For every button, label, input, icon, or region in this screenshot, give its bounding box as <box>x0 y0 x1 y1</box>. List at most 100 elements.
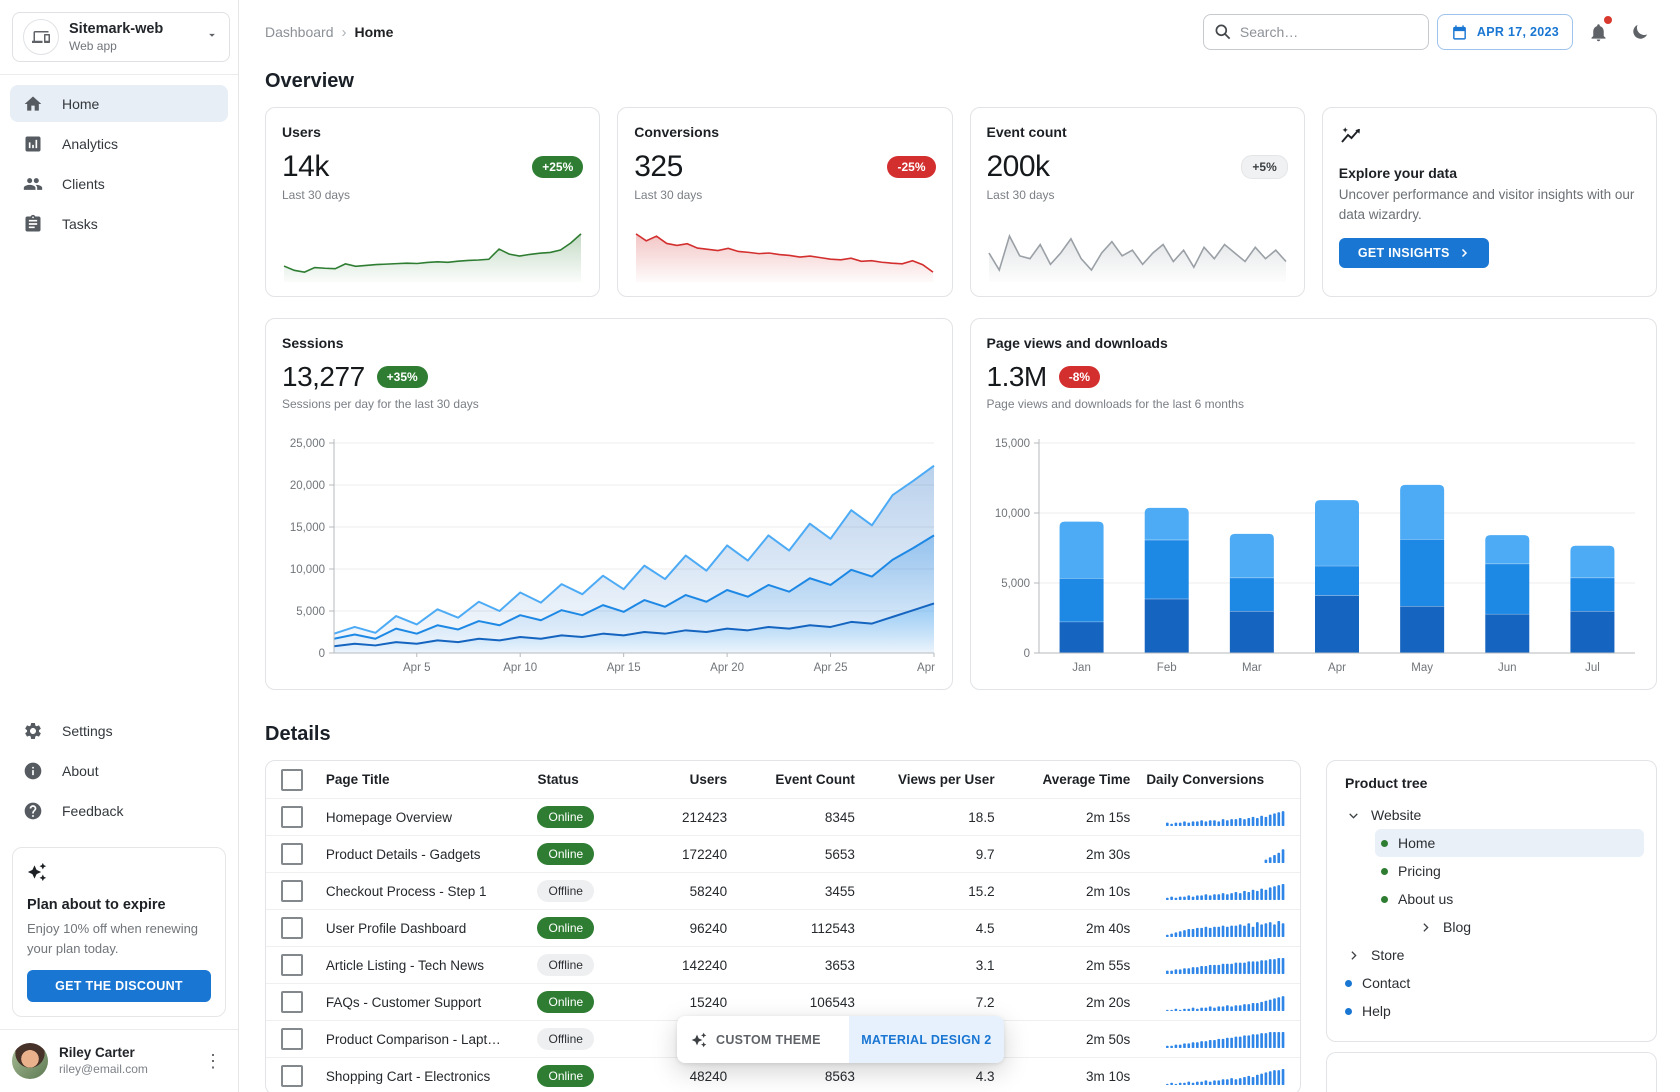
overview-heading: Overview <box>265 70 354 92</box>
row-checkbox[interactable] <box>280 917 303 939</box>
svg-text:10,000: 10,000 <box>290 564 325 576</box>
tree-item-home[interactable]: Home <box>1375 829 1644 857</box>
divider <box>0 74 238 75</box>
sidebar-item-feedback[interactable]: Feedback <box>10 792 228 829</box>
page-title-cell: Shopping Cart - Electronics <box>325 1068 491 1084</box>
workspace-name: Sitemark-web <box>69 21 164 38</box>
users-cell: 15240 <box>689 994 728 1010</box>
svg-text:5,000: 5,000 <box>1001 578 1030 590</box>
row-checkbox[interactable] <box>280 954 303 976</box>
get-insights-button[interactable]: GET INSIGHTS <box>1338 237 1489 268</box>
tree-dot-icon <box>1345 979 1352 987</box>
row-checkbox[interactable] <box>280 991 303 1013</box>
product-tree-title: Product tree <box>1345 775 1428 791</box>
row-checkbox[interactable] <box>280 880 303 902</box>
views-per-user-cell: 4.3 <box>975 1068 995 1084</box>
stat-value: 14k <box>282 150 329 183</box>
material-design-2-option[interactable]: MATERIAL DESIGN 2 <box>848 1016 1004 1063</box>
page-title-cell: FAQs - Customer Support <box>325 994 482 1010</box>
tree-item-website[interactable]: Website <box>1339 801 1644 829</box>
column-header[interactable]: Page Title <box>325 772 390 787</box>
breadcrumb: Dashboard › Home <box>265 24 393 41</box>
sidebar-item-home[interactable]: Home <box>10 85 228 122</box>
dark-mode-toggle[interactable] <box>1623 15 1657 49</box>
sidebar-item-clients[interactable]: Clients <box>10 165 228 202</box>
svg-text:0: 0 <box>1023 648 1029 660</box>
svg-text:20,000: 20,000 <box>290 480 325 492</box>
workspace-selector[interactable]: Sitemark-web Web app <box>12 12 230 62</box>
svg-text:Apr: Apr <box>1328 662 1346 674</box>
row-checkbox[interactable] <box>280 1065 303 1087</box>
tree-item-help[interactable]: Help <box>1339 997 1644 1025</box>
sidebar-item-label: Tasks <box>62 215 98 232</box>
svg-text:Apr 25: Apr 25 <box>814 662 848 674</box>
explore-description: Uncover performance and visitor insights… <box>1338 187 1635 223</box>
calendar-icon <box>1451 24 1468 41</box>
sidebar-nav: Home Analytics Clients Tasks <box>0 75 238 242</box>
sidebar-item-settings[interactable]: Settings <box>10 712 228 749</box>
topbar: Dashboard › Home APR 17, 2023 <box>265 14 1657 50</box>
user-profile: Riley Carter riley@email.com ⋮ <box>0 1029 238 1092</box>
chevron-right-icon <box>1461 248 1467 257</box>
tree-item-pricing[interactable]: Pricing <box>1375 857 1644 885</box>
date-picker-button[interactable]: APR 17, 2023 <box>1436 14 1573 50</box>
get-insights-label: GET INSIGHTS <box>1357 245 1450 260</box>
event-count-cell: 5653 <box>824 846 855 862</box>
tasks-icon <box>23 214 43 234</box>
column-header[interactable]: Users <box>689 772 728 787</box>
row-checkbox[interactable] <box>280 1028 303 1050</box>
breadcrumb-dashboard[interactable]: Dashboard <box>265 24 334 40</box>
pageviews-caption: Page views and downloads for the last 6 … <box>986 397 1244 411</box>
column-header[interactable]: Status <box>537 772 579 787</box>
chevron-right-icon <box>1417 919 1433 935</box>
event-count-stat-card[interactable]: Event count 200k +5% Last 30 days <box>969 107 1305 297</box>
table-row: User Profile Dashboard Online 96240 112543 4… <box>266 909 1300 946</box>
daily-conversions-sparkline <box>1138 956 1300 974</box>
conversions-stat-card[interactable]: Conversions 325 -25% Last 30 days <box>617 107 953 297</box>
page-title-cell: Checkout Process - Step 1 <box>325 883 487 899</box>
search-input[interactable] <box>1202 14 1429 50</box>
status-badge: Offline <box>537 954 594 976</box>
sessions-caption: Sessions per day for the last 30 days <box>282 397 479 411</box>
profile-menu-icon[interactable]: ⋮ <box>204 1051 222 1071</box>
sessions-area-chart: 0 5,000 10,000 15,000 20,000 25,000 Apr 5 Apr 1… <box>282 435 951 681</box>
column-header[interactable]: Average Time <box>1042 772 1131 787</box>
row-checkbox[interactable] <box>280 843 303 865</box>
tree-item-store[interactable]: Store <box>1339 941 1644 969</box>
sidebar-item-tasks[interactable]: Tasks <box>10 205 228 242</box>
daily-conversions-sparkline <box>1138 882 1300 900</box>
stat-title: Users <box>282 124 321 140</box>
select-all-checkbox[interactable] <box>280 768 303 791</box>
user-email: riley@email.com <box>59 1061 148 1076</box>
pageviews-bar-chart: 0 5,000 10,000 15,000 Jan Feb Mar Apr May Jun Jul <box>987 435 1643 681</box>
product-tree-card: Product tree Website Home Pricing About us B… <box>1326 760 1657 1042</box>
tree-item-blog[interactable]: Blog <box>1411 913 1644 941</box>
average-time-cell: 2m 20s <box>1086 994 1131 1010</box>
tree-item-label: Home <box>1398 835 1436 851</box>
status-badge: Online <box>537 991 595 1013</box>
tree-item-about-us[interactable]: About us <box>1375 885 1644 913</box>
tree-item-contact[interactable]: Contact <box>1339 969 1644 997</box>
users-cell: 96240 <box>689 920 728 936</box>
get-discount-button[interactable]: GET THE DISCOUNT <box>27 970 211 1002</box>
custom-theme-option[interactable]: CUSTOM THEME <box>677 1016 849 1063</box>
views-per-user-cell: 15.2 <box>968 883 995 899</box>
table-row: Article Listing - Tech News Offline 142240… <box>266 946 1300 983</box>
column-header[interactable]: Daily Conversions <box>1146 772 1265 787</box>
avatar <box>12 1043 48 1079</box>
svg-text:Jun: Jun <box>1498 662 1517 674</box>
row-checkbox[interactable] <box>280 806 303 828</box>
sidebar-item-analytics[interactable]: Analytics <box>10 125 228 162</box>
tree-dot-icon <box>1345 1007 1352 1015</box>
sidebar-item-label: About <box>62 762 99 779</box>
notifications-button[interactable] <box>1581 15 1615 49</box>
sidebar-item-about[interactable]: About <box>10 752 228 789</box>
table-row: Homepage Overview Online 212423 8345 18.5 2m … <box>266 798 1300 835</box>
column-header[interactable]: Views per User <box>898 772 995 787</box>
sessions-value: 13,277 <box>282 361 365 392</box>
pageviews-badge: -8% <box>1058 366 1101 388</box>
info-icon <box>23 761 43 781</box>
users-stat-card[interactable]: Users 14k +25% Last 30 days <box>265 107 601 297</box>
column-header[interactable]: Event Count <box>775 772 855 787</box>
insights-icon <box>1339 124 1640 153</box>
